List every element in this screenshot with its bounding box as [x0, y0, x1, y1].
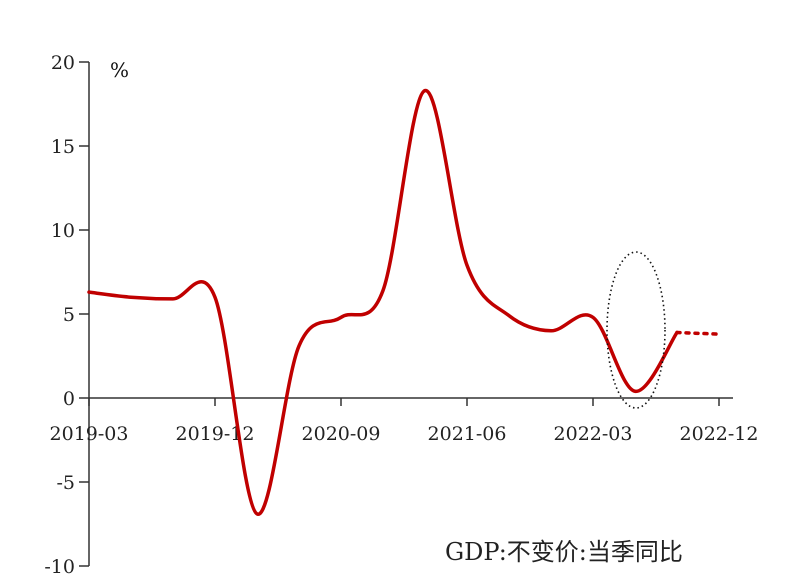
y-tick-label: 20 [51, 52, 75, 74]
gdp-data-point [298, 344, 301, 347]
gdp-data-point [340, 316, 343, 319]
annotation-layer [606, 251, 666, 409]
y-tick-label: 5 [63, 304, 75, 326]
x-axis: 2019-03 2019-12 2020-09 2021-06 2022-03 2022-… [50, 397, 759, 445]
y-axis: 20 15 10 5 0 -5 -10 [44, 52, 90, 578]
y-tick-label: 0 [63, 388, 75, 410]
y-tick-label: 15 [51, 136, 75, 158]
x-tick-label: 2020-09 [302, 423, 381, 445]
gdp-data-point [88, 291, 91, 294]
x-tick-label: 2019-12 [176, 423, 255, 445]
x-tick-label: 2021-06 [428, 423, 507, 445]
gdp-data-point [130, 296, 133, 299]
forecast-data-point [676, 331, 679, 334]
y-tick-label: 10 [51, 220, 75, 242]
series-layer [87, 88, 721, 516]
y-tick-label: -10 [44, 556, 75, 578]
gdp-data-point [634, 390, 637, 393]
x-tick-label: 2019-03 [50, 423, 129, 445]
gdp-data-point [508, 314, 511, 317]
highlight-ellipse [606, 251, 666, 409]
chart-caption: GDP:不变价:当季同比 [445, 538, 683, 566]
gdp-data-point [424, 89, 427, 92]
gdp-data-point [214, 296, 217, 299]
forecast-data-point [718, 333, 721, 336]
y-tick-label: -5 [56, 472, 75, 494]
gdp-data-point [592, 316, 595, 319]
gdp-data-point [172, 297, 175, 300]
x-tick-label: 2022-12 [680, 423, 759, 445]
gdp-data-point [550, 329, 553, 332]
y-unit-label: % [110, 58, 129, 82]
gdp-data-point [382, 289, 385, 292]
gdp-data-point [466, 264, 469, 267]
gdp-series-line [87, 88, 679, 516]
gdp-data-point [256, 512, 259, 515]
forecast-series-line [675, 330, 721, 336]
x-tick-label: 2022-03 [554, 423, 633, 445]
